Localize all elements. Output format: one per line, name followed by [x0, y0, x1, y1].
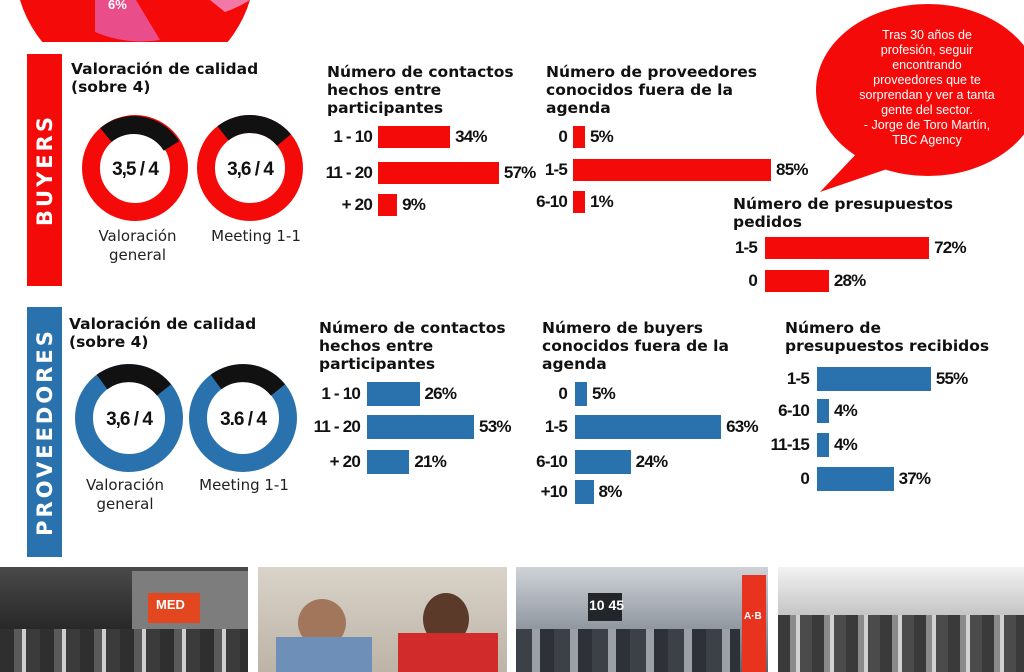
event-photo-2: [258, 567, 507, 672]
prov_presupuestos-category-label: 1-5: [786, 369, 810, 388]
quote-bubble: [816, 4, 1024, 192]
buyers-donut-meeting-caption: Meeting 1-1: [211, 227, 301, 245]
buyers_presupuestos-title: Número de presupuestos pedidos: [733, 195, 954, 231]
buyers-quality-title: Valoración de calidad (sobre 4): [71, 60, 259, 96]
prov_buyers-bar: [575, 415, 722, 439]
prov_contactos-title: Número de contactos hechos entre partici…: [319, 319, 506, 373]
buyers_contactos-bar: [378, 194, 398, 216]
buyers_contactos-title: Número de contactos hechos entre partici…: [327, 63, 514, 117]
event-photo-3: 10 45 A·B: [516, 567, 768, 672]
prov_buyers-value-label: 63%: [726, 417, 758, 436]
buyers_proveedores-value-label: 1%: [590, 192, 614, 211]
buyers-donut-general-label: 3,5 / 4: [112, 159, 159, 180]
prov_contactos-bar: [367, 382, 420, 406]
prov_buyers-bar: [575, 480, 594, 504]
proveedores-donut-meeting: 3.6 / 4: [189, 364, 297, 472]
prov_presupuestos-bar: [817, 433, 829, 457]
event-photo-1: MED: [0, 567, 248, 672]
prov_buyers-category-label: 0: [558, 384, 567, 403]
buyers_presupuestos-value-label: 72%: [934, 238, 966, 257]
prov_buyers-bar: [575, 450, 631, 474]
prov_presupuestos-bar: [817, 399, 829, 423]
prov_presupuestos-category-label: 0: [800, 469, 809, 488]
buyers_proveedores-bar: [573, 126, 585, 148]
event-photo-3-sign: A·B: [744, 611, 762, 622]
top-pie-label: 6%: [108, 0, 127, 12]
buyers_proveedores-value-label: 5%: [590, 127, 614, 146]
prov_buyers-category-label: +10: [540, 482, 568, 501]
prov_buyers-category-label: 6-10: [536, 452, 568, 471]
buyers-sidebar: BUYERS: [27, 54, 62, 286]
prov_presupuestos-title: Número de presupuestos recibidos: [785, 319, 990, 355]
prov_contactos-bar: [367, 415, 475, 439]
buyers_presupuestos-value-label: 28%: [833, 271, 866, 290]
proveedores-donut-meeting-caption: Meeting 1-1: [199, 476, 289, 494]
buyers_presupuestos-category-label: 1-5: [734, 238, 758, 257]
top-pie-slice-pink: [95, 0, 160, 42]
prov_buyers-value-label: 8%: [598, 482, 623, 501]
prov_buyers-bar: [575, 382, 587, 406]
buyers-sidebar-label: BUYERS: [32, 114, 57, 226]
buyers_contactos-category-label: 1 - 10: [333, 127, 372, 146]
event-photo-4: [778, 567, 1024, 672]
proveedores-donut-general-caption: Valoración general: [85, 476, 165, 513]
top-pie-slice-light: [210, 0, 250, 12]
proveedores-sidebar: PROVEEDORES: [27, 307, 62, 557]
buyers_proveedores-title: Número de proveedores conocidos fuera de…: [546, 63, 758, 117]
buyers_proveedores-category-label: 1-5: [544, 160, 568, 179]
buyers_contactos-category-label: 11 - 20: [325, 163, 373, 182]
proveedores-donut-meeting-label: 3.6 / 4: [220, 409, 267, 430]
prov_contactos-category-label: 1 - 10: [321, 384, 360, 403]
prov_contactos-value-label: 26%: [424, 384, 457, 403]
top-pie-chart: 6%: [20, 0, 250, 42]
proveedores-sidebar-label: PROVEEDORES: [32, 328, 57, 536]
prov_presupuestos-bar: [817, 367, 931, 391]
buyers-donut-meeting-label: 3,6 / 4: [227, 159, 274, 180]
buyers_presupuestos-bar: [765, 237, 930, 259]
buyers_proveedores-bar: [573, 159, 772, 181]
prov_presupuestos-category-label: 11-15: [770, 435, 809, 454]
event-photo-3-clock: 10 45: [589, 597, 625, 613]
prov_buyers-category-label: 1-5: [544, 417, 568, 436]
proveedores-quality-title: Valoración de calidad (sobre 4): [69, 315, 257, 351]
buyers_contactos-value-label: 57%: [503, 163, 536, 182]
buyers_contactos-value-label: 34%: [455, 127, 487, 146]
prov_presupuestos-value-label: 55%: [935, 369, 968, 388]
buyers_proveedores-category-label: 6-10: [536, 192, 568, 211]
buyers_contactos-category-label: + 20: [341, 195, 373, 214]
prov_contactos-category-label: 11 - 20: [313, 417, 361, 436]
prov_presupuestos-bar: [817, 467, 894, 491]
prov_contactos-value-label: 53%: [479, 417, 511, 436]
buyers_contactos-bar: [378, 126, 451, 148]
buyers_contactos-value-label: 9%: [402, 195, 426, 214]
quote-text: Tras 30 años de profesión, seguir encont…: [859, 28, 995, 147]
prov_presupuestos-value-label: 4%: [834, 435, 858, 454]
buyers_presupuestos-category-label: 0: [748, 271, 757, 290]
buyers-donut-meeting: 3,6 / 4: [197, 115, 303, 221]
prov_buyers-title: Número de buyers conocidos fuera de la a…: [542, 319, 729, 373]
prov_buyers-value-label: 24%: [635, 452, 668, 471]
proveedores-donut-general-label: 3,6 / 4: [106, 409, 153, 430]
prov_presupuestos-category-label: 6-10: [778, 401, 810, 420]
prov_contactos-bar: [367, 450, 410, 474]
buyers_presupuestos-bar: [765, 270, 829, 292]
proveedores-donut-general: 3,6 / 4: [75, 364, 183, 472]
buyers_proveedores-value-label: 85%: [776, 160, 808, 179]
buyers-donut-general-caption: Valoración general: [98, 227, 177, 264]
prov_contactos-value-label: 21%: [414, 452, 447, 471]
prov_presupuestos-value-label: 4%: [834, 401, 858, 420]
buyers-donut-general: 3,5 / 4: [82, 115, 188, 221]
buyers_proveedores-category-label: 0: [558, 127, 567, 146]
event-photo-1-sign: MED: [156, 597, 185, 612]
prov_contactos-category-label: + 20: [329, 452, 361, 471]
prov_presupuestos-value-label: 37%: [898, 469, 931, 488]
buyers_proveedores-bar: [573, 191, 585, 213]
prov_buyers-value-label: 5%: [592, 384, 616, 403]
buyers_contactos-bar: [378, 162, 499, 184]
